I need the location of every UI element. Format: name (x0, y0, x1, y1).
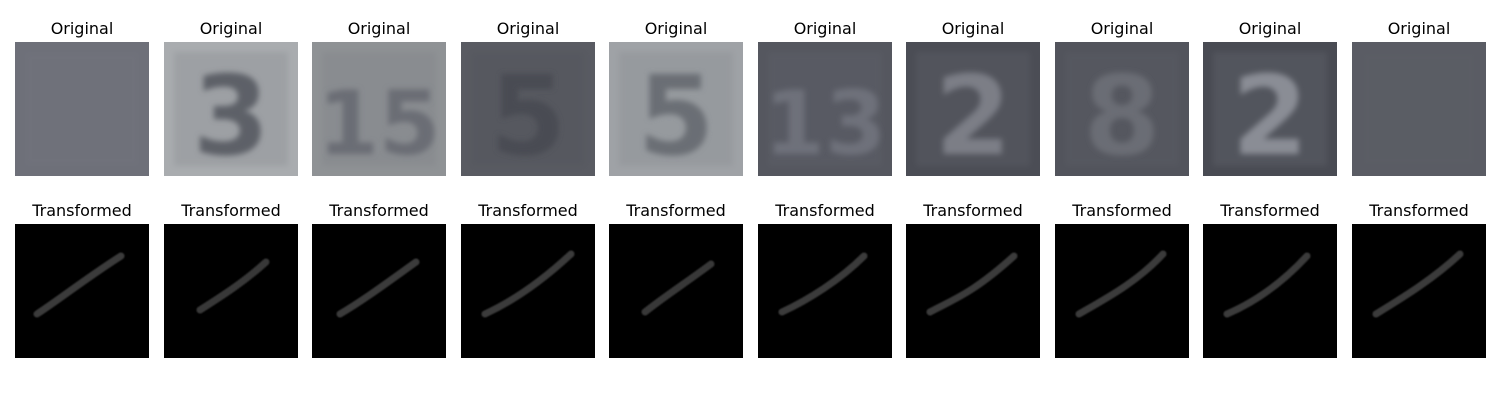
transformed-image (1055, 224, 1189, 358)
digit-glyph: 13 (764, 72, 886, 175)
image-title: Original (199, 19, 263, 38)
image-title: Transformed (478, 201, 578, 220)
stroke-image (906, 224, 1040, 358)
image-title: Original (496, 19, 560, 38)
transformed-image (312, 224, 446, 358)
image-title: Transformed (1369, 201, 1469, 220)
original-image (1352, 42, 1486, 176)
pen-stroke (336, 258, 420, 318)
pen-stroke (641, 260, 715, 316)
transformed-image (15, 224, 149, 358)
image-title: Transformed (1220, 201, 1320, 220)
digit-glyph: 15 (318, 72, 440, 175)
image-title: Transformed (329, 201, 429, 220)
digit-glyph: 2 (1232, 52, 1309, 176)
image-background (15, 224, 149, 358)
digit-glyph: 8 (1084, 52, 1161, 176)
digit-photo: 2 (1203, 42, 1337, 176)
digit-photo: 13 (758, 42, 892, 176)
digit-photo (15, 42, 149, 176)
pen-stroke (481, 250, 575, 318)
image-title: Original (1387, 19, 1451, 38)
image-title: Transformed (1072, 201, 1172, 220)
image-title: Original (1238, 19, 1302, 38)
transformed-image (609, 224, 743, 358)
image-title: Transformed (775, 201, 875, 220)
stroke-image (609, 224, 743, 358)
image-title: Transformed (923, 201, 1023, 220)
digit-glyph: 5 (638, 52, 715, 176)
digit-photo: 2 (906, 42, 1040, 176)
digit-photo (1352, 42, 1486, 176)
transformed-image (758, 224, 892, 358)
original-image: 2 (906, 42, 1040, 176)
digit-photo: 5 (461, 42, 595, 176)
pen-stroke (926, 252, 1018, 316)
stroke-image (312, 224, 446, 358)
transformed-image (906, 224, 1040, 358)
original-image (15, 42, 149, 176)
digit-photo: 3 (164, 42, 298, 176)
transformed-image (1352, 224, 1486, 358)
original-image: 2 (1203, 42, 1337, 176)
transformed-image (1203, 224, 1337, 358)
pen-stroke (196, 258, 270, 314)
transformed-image (461, 224, 595, 358)
stroke-image (1055, 224, 1189, 358)
image-title: Original (793, 19, 857, 38)
stroke-image (164, 224, 298, 358)
transformed-image (164, 224, 298, 358)
pen-stroke (778, 252, 868, 316)
digit-glyph: 5 (490, 52, 567, 176)
original-image: 5 (609, 42, 743, 176)
image-title: Original (644, 19, 708, 38)
digit-photo: 8 (1055, 42, 1189, 176)
image-title: Original (347, 19, 411, 38)
image-background (1352, 224, 1486, 358)
pen-stroke (1223, 252, 1311, 318)
image-title: Original (1090, 19, 1154, 38)
digit-photo: 15 (312, 42, 446, 176)
image-title: Transformed (32, 201, 132, 220)
digit-photo: 5 (609, 42, 743, 176)
image-title: Transformed (181, 201, 281, 220)
pen-stroke (1075, 250, 1167, 318)
stroke-image (1352, 224, 1486, 358)
original-image: 13 (758, 42, 892, 176)
original-image: 15 (312, 42, 446, 176)
stroke-image (1203, 224, 1337, 358)
stroke-image (15, 224, 149, 358)
image-title: Original (941, 19, 1005, 38)
stroke-image (461, 224, 595, 358)
pen-stroke (33, 252, 125, 318)
original-image: 8 (1055, 42, 1189, 176)
original-image: 3 (164, 42, 298, 176)
image-title: Original (50, 19, 114, 38)
pen-stroke (1372, 250, 1464, 318)
original-image: 5 (461, 42, 595, 176)
digit-glyph: 2 (935, 52, 1012, 176)
image-title: Transformed (626, 201, 726, 220)
digit-glyph: 3 (193, 52, 270, 176)
stroke-image (758, 224, 892, 358)
